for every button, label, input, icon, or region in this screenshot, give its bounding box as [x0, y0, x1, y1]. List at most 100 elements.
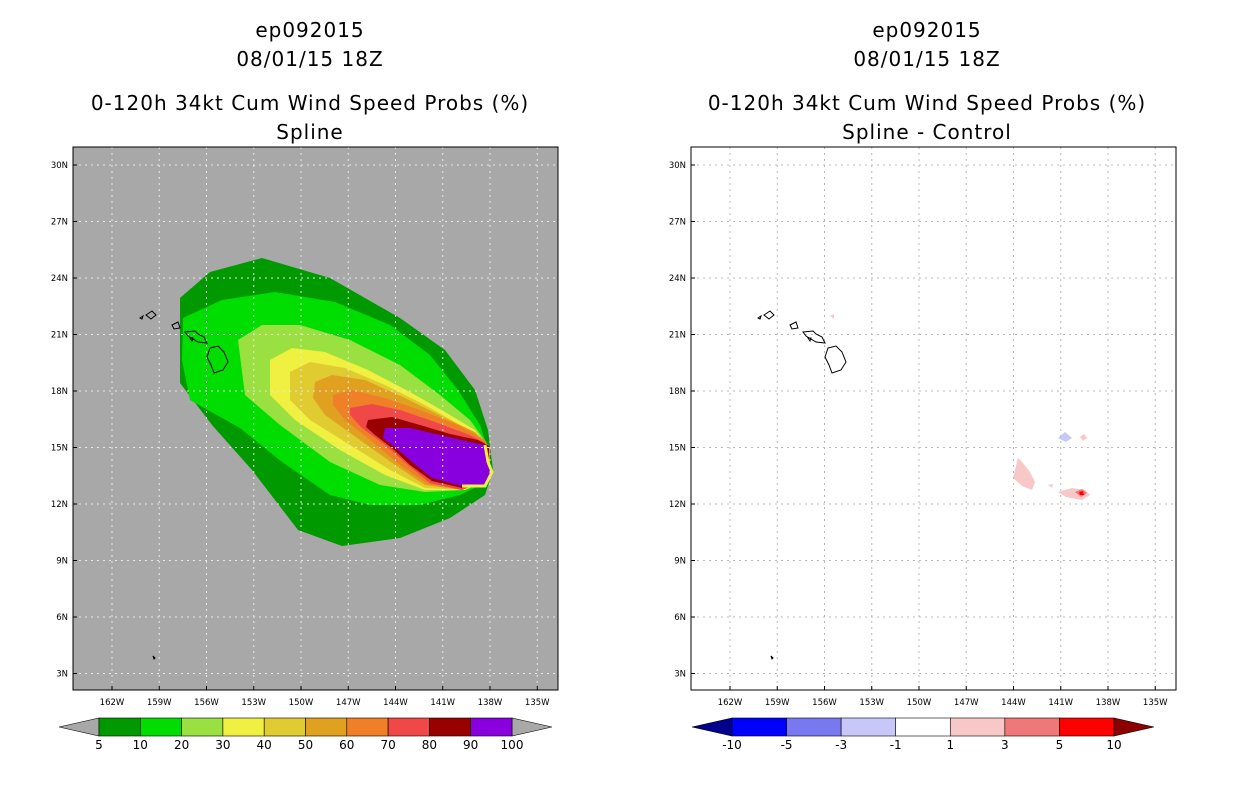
y-tick-label-12N: 12N — [51, 500, 68, 510]
y-tick-label-3N: 3N — [56, 670, 68, 680]
right-title-method: Spline - Control — [842, 120, 1012, 144]
y-tick-label-15N: 15N — [669, 444, 686, 454]
colorbar-level-1: 1 — [946, 738, 954, 752]
x-tick-label-135W: 135W — [525, 698, 550, 708]
y-tick-label-21N: 21N — [51, 331, 68, 341]
y-tick-label-18N: 18N — [51, 387, 68, 397]
left-probability-contours — [180, 258, 494, 546]
right-title-date: 08/01/15 18Z — [853, 47, 1001, 71]
x-tick-label-147W: 147W — [954, 698, 979, 708]
x-tick-label-135W: 135W — [1143, 698, 1168, 708]
left-title: ep092015 08/01/15 18Z 0-120h 34kt Cum Wi… — [0, 16, 620, 147]
right-coastlines — [757, 310, 847, 660]
colorbar-level-3: 3 — [1001, 738, 1009, 752]
island-lanai — [189, 337, 194, 343]
colorbar-level--5: -5 — [781, 738, 793, 752]
y-tick-label-3N: 3N — [674, 670, 686, 680]
colorbar-swatch-1 — [140, 717, 182, 737]
colorbar-level-80: 80 — [422, 738, 437, 752]
colorbar-level-70: 70 — [380, 738, 395, 752]
contour-edge-highlight — [462, 444, 494, 488]
island-oahu — [789, 321, 799, 330]
colorbar-level-100: 100 — [501, 738, 524, 752]
diff-pos-patch-1 — [1013, 458, 1035, 490]
right-gridlines — [691, 147, 1176, 690]
right-axis-ticks: 162W 159W 156W 153W 150W 147W 144W 141W 138W 135W… — [669, 161, 1168, 708]
colorbar-swatch-4 — [949, 717, 1006, 737]
x-tick-label-141W: 141W — [430, 698, 455, 708]
island-kauai — [145, 310, 157, 320]
right-title-storm: ep092015 — [872, 18, 982, 42]
left-axis-ticks: 162W 159W 156W 153W 150W 147W 144W 141W 138W 135W… — [51, 161, 550, 708]
island-palmyra — [152, 655, 156, 660]
x-tick-label-144W: 144W — [383, 698, 408, 708]
diff-pos-small-3 — [830, 314, 834, 319]
colorbar-level-50: 50 — [298, 738, 313, 752]
left-title-metric: 0-120h 34kt Cum Wind Speed Probs (%) — [90, 91, 530, 115]
island-lanai — [807, 337, 812, 343]
y-tick-label-9N: 9N — [674, 557, 686, 567]
left-colorbar: 5 10 20 30 40 50 60 70 80 90 100 — [58, 717, 553, 752]
colorbar-swatch-7 — [387, 717, 430, 737]
island-niihau — [139, 314, 144, 320]
y-tick-label-24N: 24N — [669, 274, 686, 284]
left-plot: 162W 159W 156W 153W 150W 147W 144W 141W 138W 135W… — [51, 146, 559, 752]
island-molokai-maui — [184, 330, 208, 344]
left-title-method: Spline — [276, 120, 344, 144]
x-tick-label-141W: 141W — [1048, 698, 1073, 708]
x-tick-label-153W: 153W — [241, 698, 266, 708]
colorbar-under-arrow — [58, 717, 100, 737]
colorbar-swatch-0 — [98, 717, 141, 737]
y-tick-label-15N: 15N — [51, 444, 68, 454]
x-tick-label-162W: 162W — [718, 698, 743, 708]
y-tick-label-18N: 18N — [669, 387, 686, 397]
colorbar-swatch-8 — [429, 717, 471, 737]
contour-90-100 — [383, 428, 492, 486]
colorbar-level--10: -10 — [722, 738, 742, 752]
x-tick-label-159W: 159W — [147, 698, 172, 708]
colorbar-level-10: 10 — [133, 738, 148, 752]
colorbar-swatch-4 — [263, 717, 306, 737]
x-tick-label-156W: 156W — [194, 698, 219, 708]
colorbar-level--3: -3 — [835, 738, 847, 752]
colorbar-swatch-5 — [305, 717, 348, 737]
right-title-metric: 0-120h 34kt Cum Wind Speed Probs (%) — [707, 91, 1147, 115]
island-kauai — [763, 310, 775, 320]
y-tick-label-27N: 27N — [669, 218, 686, 228]
diff-pos-max — [1079, 491, 1084, 495]
colorbar-swatch-0 — [731, 717, 787, 737]
colorbar-level--1: -1 — [890, 738, 902, 752]
diff-pos-small-2 — [1048, 484, 1053, 488]
colorbar-swatch-5 — [1004, 717, 1060, 737]
island-molokai-maui — [802, 330, 826, 344]
left-title-date: 08/01/15 18Z — [236, 47, 384, 71]
right-colorbar: -10 -5 -3 -1 1 3 5 10 — [691, 717, 1155, 752]
x-tick-label-138W: 138W — [1096, 698, 1121, 708]
colorbar-swatch-6 — [346, 717, 389, 737]
colorbar-level-10: 10 — [1106, 738, 1121, 752]
colorbar-swatch-6 — [1059, 717, 1115, 737]
colorbar-level-90: 90 — [463, 738, 478, 752]
right-plot: 162W 159W 156W 153W 150W 147W 144W 141W 138W 135W… — [669, 146, 1177, 752]
x-tick-label-144W: 144W — [1001, 698, 1026, 708]
y-tick-label-30N: 30N — [51, 161, 68, 171]
x-tick-label-150W: 150W — [289, 698, 314, 708]
colorbar-level-60: 60 — [339, 738, 354, 752]
island-oahu — [171, 321, 181, 330]
colorbar-level-5: 5 — [95, 738, 103, 752]
x-tick-label-138W: 138W — [478, 698, 503, 708]
y-tick-label-12N: 12N — [669, 500, 686, 510]
colorbar-swatch-2 — [181, 717, 224, 737]
island-big-island — [206, 345, 229, 374]
y-tick-label-9N: 9N — [56, 557, 68, 567]
colorbar-swatch-2 — [840, 717, 897, 737]
y-tick-label-30N: 30N — [669, 161, 686, 171]
right-title: ep092015 08/01/15 18Z 0-120h 34kt Cum Wi… — [618, 16, 1236, 147]
x-tick-label-150W: 150W — [907, 698, 932, 708]
colorbar-under-arrow — [691, 717, 733, 737]
left-coastlines — [139, 310, 229, 660]
colorbar-over-arrow — [511, 717, 553, 737]
y-tick-label-27N: 27N — [51, 218, 68, 228]
y-tick-label-6N: 6N — [56, 613, 68, 623]
